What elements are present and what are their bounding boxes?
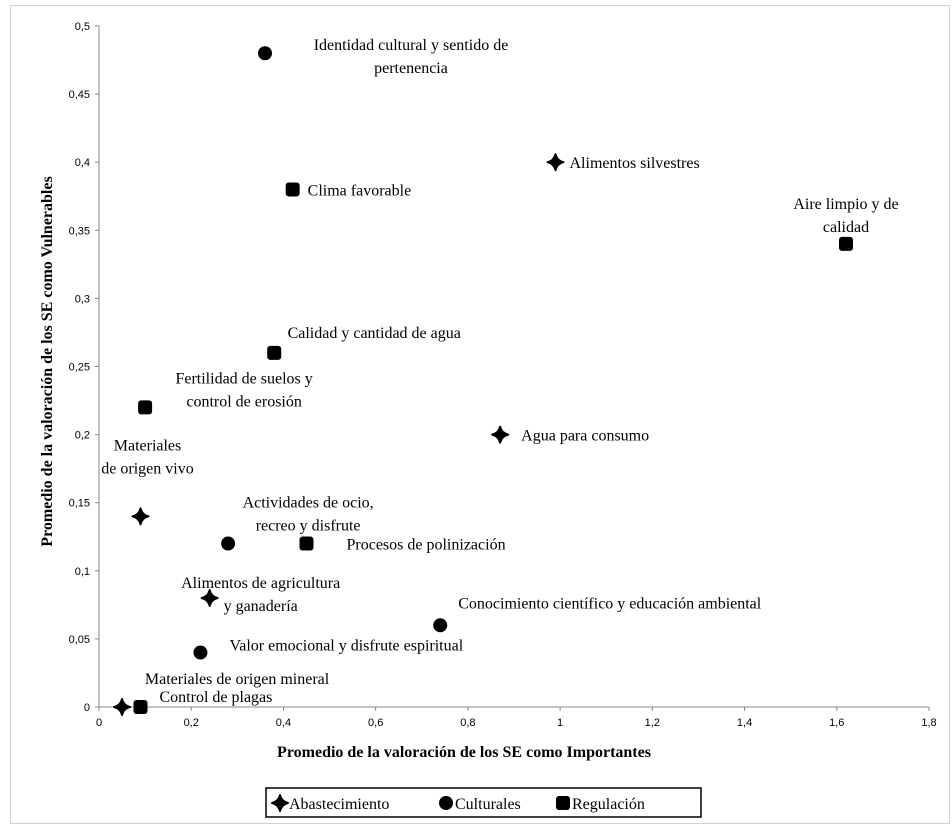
y-axis-title: Promedio de la valoración de los SE como…	[39, 176, 56, 546]
data-point-regulacion	[138, 400, 153, 415]
chart-frame	[10, 5, 950, 824]
data-point-regulacion	[133, 700, 148, 714]
data-point-abastecimiento	[200, 589, 219, 608]
y-tick-label: 0,1	[75, 566, 90, 578]
data-label: Alimentos silvestres	[570, 155, 700, 172]
x-tick-label: 0	[96, 717, 102, 729]
data-point-abastecimiento	[131, 507, 150, 526]
x-tick-label: 0,2	[184, 717, 199, 729]
data-label: Identidad cultural y sentido de	[314, 37, 509, 54]
y-tick-label: 0,5	[75, 21, 90, 33]
x-tick-label: 0,8	[460, 717, 475, 729]
legend-marker-abastecimiento	[271, 794, 289, 812]
data-label: Aire limpio y de	[793, 196, 898, 213]
y-tick-label: 0,25	[69, 362, 90, 374]
x-tick-label: 1,4	[737, 717, 752, 729]
y-tick-label: 0,45	[69, 89, 90, 101]
y-tick-label: 0,4	[75, 157, 90, 169]
data-label: calidad	[823, 219, 869, 236]
data-label: Alimentos de agricultura	[181, 575, 340, 592]
data-point-abastecimiento	[113, 698, 132, 716]
y-tick-label: 0,3	[75, 293, 90, 305]
data-label: Procesos de polinización	[347, 537, 506, 554]
data-label: Control de plagas	[160, 689, 273, 706]
legend-box	[265, 787, 702, 818]
legend-label-abastecimiento: Abastecimiento	[289, 796, 389, 813]
data-label: Conocimiento científico y educación ambi…	[458, 595, 762, 612]
data-label: Agua para consumo	[521, 428, 649, 445]
legend: Abastecimiento Culturales Regulación	[265, 787, 702, 818]
data-label: Fertilidad de suelos y	[175, 370, 312, 387]
data-point-regulacion	[267, 345, 282, 360]
data-label: de origen vivo	[101, 460, 193, 477]
data-point-culturales	[193, 645, 208, 660]
data-label: recreo y disfrute	[256, 518, 361, 535]
data-label: Materiales de origen mineral	[145, 671, 330, 688]
data-point-regulacion	[839, 236, 853, 251]
x-tick-label: 1,2	[645, 717, 660, 729]
data-point-culturales	[258, 46, 272, 61]
x-tick-label: 1,8	[921, 717, 936, 729]
data-label: Valor emocional y disfrute espiritual	[229, 638, 463, 655]
y-tick-label: 0,35	[69, 225, 90, 237]
data-label: Clima favorable	[308, 182, 412, 199]
data-point-culturales	[433, 618, 448, 633]
x-tick-label: 1,6	[829, 717, 844, 729]
data-label: y ganadería	[224, 598, 298, 615]
legend-label-culturales: Culturales	[455, 796, 521, 813]
y-tick-label: 0,05	[69, 634, 90, 646]
data-point-regulacion	[299, 536, 314, 551]
y-tick-label: 0,15	[69, 498, 90, 510]
data-label: control de erosión	[186, 393, 302, 410]
data-point-abastecimiento	[491, 425, 510, 444]
x-tick-label: 0,4	[276, 717, 291, 729]
x-tick-label: 1	[557, 717, 563, 729]
legend-marker-culturales	[439, 796, 453, 810]
data-point-abastecimiento	[546, 153, 565, 172]
data-point-culturales	[221, 536, 236, 551]
x-axis-title: Promedio de la valoración de los SE como…	[277, 744, 651, 761]
data-label: Calidad y cantidad de agua	[288, 325, 461, 342]
x-tick-label: 0,6	[368, 717, 383, 729]
data-label: Materiales	[114, 437, 182, 454]
y-tick-label: 0,2	[75, 430, 90, 442]
data-label: pertenencia	[374, 60, 448, 77]
data-point-regulacion	[285, 182, 300, 197]
legend-label-regulacion: Regulación	[572, 796, 645, 813]
data-label: Actividades de ocio,	[243, 495, 374, 512]
legend-marker-regulacion	[556, 796, 570, 810]
y-tick-label: 0	[84, 702, 90, 714]
